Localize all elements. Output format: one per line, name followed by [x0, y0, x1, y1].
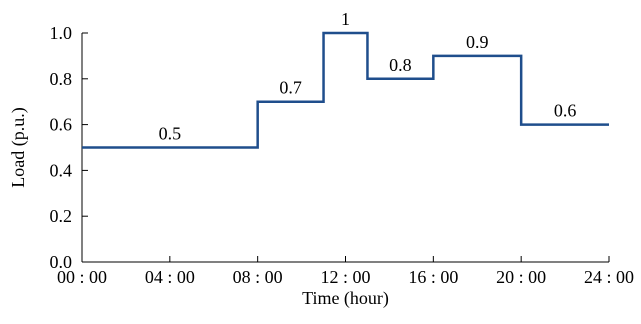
- y-tick-label-4: 0.8: [50, 69, 73, 89]
- segment-label-3: 0.8: [389, 55, 412, 75]
- x-tick-label-5: 20 : 00: [496, 267, 546, 287]
- x-tick-label-0: 00 : 00: [57, 267, 107, 287]
- y-tick-label-0: 0.0: [50, 252, 73, 272]
- y-ticks: 0.0 0.2 0.4 0.6 0.8 1.0: [50, 23, 88, 272]
- x-tick-label-6: 24 : 00: [584, 267, 634, 287]
- x-tick-label-1: 04 : 00: [145, 267, 195, 287]
- x-ticks: 00 : 00 04 : 00 08 : 00 12 : 00 16 : 00 20 : …: [57, 256, 634, 287]
- y-tick-label-2: 0.4: [50, 160, 73, 180]
- y-tick-label-1: 0.2: [50, 206, 73, 226]
- segment-label-5: 0.6: [554, 101, 577, 121]
- y-tick-label-5: 1.0: [50, 23, 73, 43]
- segment-label-1: 0.7: [279, 78, 302, 98]
- x-axis-title: Time (hour): [302, 288, 389, 309]
- y-axis-title: Load (p.u.): [8, 107, 29, 187]
- segment-label-0: 0.5: [159, 124, 182, 144]
- load-series-line: [82, 31, 609, 149]
- data-labels: 0.5 0.7 1 0.8 0.9 0.6: [159, 9, 577, 144]
- x-tick-label-4: 16 : 00: [408, 267, 458, 287]
- x-tick-label-2: 08 : 00: [233, 267, 283, 287]
- segment-label-2: 1: [341, 9, 350, 29]
- x-tick-label-3: 12 : 00: [320, 267, 370, 287]
- segment-label-4: 0.9: [466, 32, 489, 52]
- y-tick-label-3: 0.6: [50, 115, 73, 135]
